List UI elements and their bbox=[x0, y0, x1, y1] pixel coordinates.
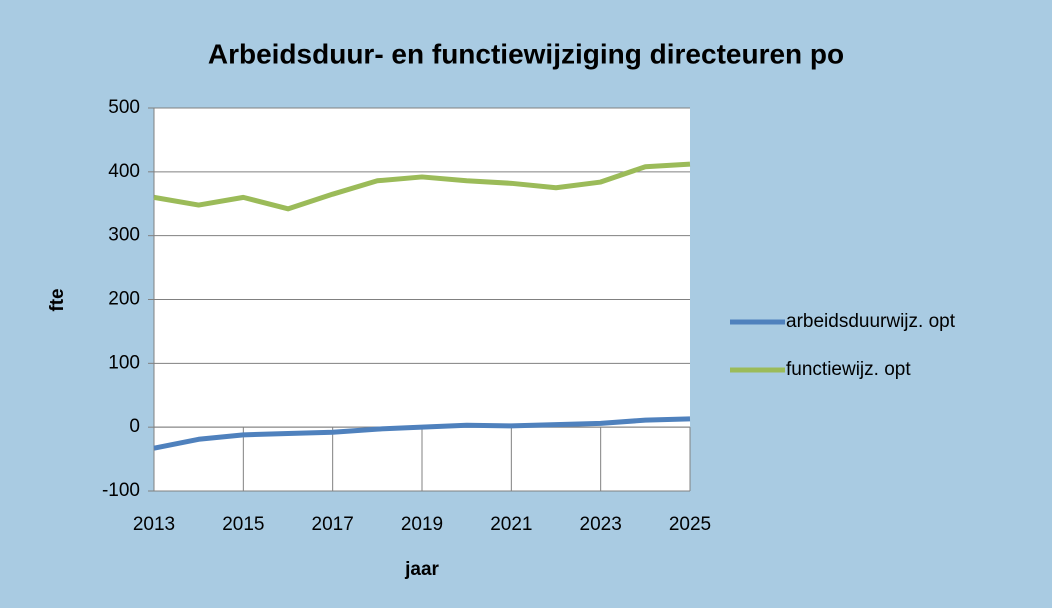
y-tick-label: 400 bbox=[108, 161, 140, 182]
y-tick-label: 300 bbox=[108, 225, 140, 246]
y-tick-label: 100 bbox=[108, 352, 140, 373]
x-tick-label: 2021 bbox=[490, 514, 532, 535]
x-tick-label: 2013 bbox=[133, 514, 175, 535]
y-tick-label: 500 bbox=[108, 97, 140, 118]
legend-label: functiewijz. opt bbox=[786, 359, 911, 380]
y-tick-label: 200 bbox=[108, 289, 140, 310]
x-tick-label: 2019 bbox=[401, 514, 443, 535]
x-tick-label: 2025 bbox=[669, 514, 711, 535]
x-tick-label: 2023 bbox=[580, 514, 622, 535]
series-line bbox=[153, 416, 691, 451]
series-line bbox=[153, 161, 691, 212]
x-axis-label: jaar bbox=[404, 559, 439, 580]
x-tick-label: 2017 bbox=[312, 514, 354, 535]
y-tick-label: -100 bbox=[102, 480, 140, 501]
x-tick-label: 2015 bbox=[222, 514, 264, 535]
chart-title: Arbeidsduur- en functiewijziging directe… bbox=[208, 38, 844, 69]
y-axis-label: fte bbox=[47, 288, 68, 311]
y-tick-label: 0 bbox=[129, 416, 140, 437]
legend-label: arbeidsduurwijz. opt bbox=[786, 311, 956, 332]
